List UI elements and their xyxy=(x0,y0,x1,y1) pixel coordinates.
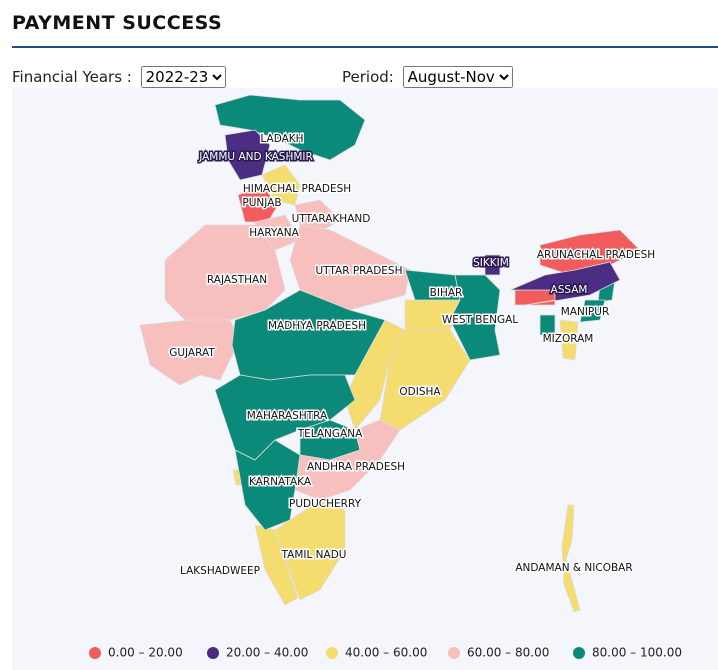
year-select[interactable]: 2022-23 xyxy=(140,66,226,88)
filter-label: Period: xyxy=(342,68,394,86)
legend-swatch xyxy=(207,647,219,659)
legend-swatch xyxy=(448,647,460,659)
region-label: UTTARAKHAND xyxy=(292,213,371,225)
region-shape xyxy=(514,289,556,306)
region-shape xyxy=(484,254,501,276)
region-label: JAMMU AND KASHMIR xyxy=(198,151,313,163)
region-label: ODISHA xyxy=(399,386,441,398)
region-shape xyxy=(539,314,556,336)
region-shape xyxy=(234,439,301,531)
legend-label: 40.00 – 60.00 xyxy=(345,646,427,660)
region-shape xyxy=(561,504,581,613)
legend-swatch xyxy=(573,647,585,659)
region-label: MIZORAM xyxy=(543,333,594,345)
legend-swatch xyxy=(89,647,101,659)
region-label: BIHAR xyxy=(430,287,463,299)
page-title: PAYMENT SUCCESS xyxy=(12,12,223,34)
region-shape xyxy=(294,199,341,233)
region-shape xyxy=(449,274,501,361)
region-shape xyxy=(289,224,411,311)
filter-label: Financial Years : xyxy=(12,68,132,86)
year-filter: Financial Years : 2022-23 xyxy=(12,66,226,88)
legend-label: 20.00 – 40.00 xyxy=(226,646,308,660)
region-shape xyxy=(231,289,386,381)
region-shape xyxy=(509,261,621,306)
region-label: WEST BENGAL xyxy=(442,314,518,326)
region-label: MAHARASHTRA xyxy=(247,410,328,422)
region-label: HIMACHAL PRADESH xyxy=(243,183,351,195)
region-shape xyxy=(139,319,241,386)
region-label: KARNATAKA xyxy=(249,476,312,488)
legend-label: 0.00 – 20.00 xyxy=(108,646,183,660)
region-label: HARYANA xyxy=(249,227,299,239)
title-rule xyxy=(12,46,718,48)
legend-swatch xyxy=(326,647,338,659)
india-map: LADAKH JAMMU AND KASHMIR HIMACHAL PRADESH P… xyxy=(12,88,718,670)
region-label: ASSAM xyxy=(551,284,588,296)
region-label: GUJARAT xyxy=(169,347,215,359)
region-shape xyxy=(237,184,279,223)
region-label: UTTAR PRADESH xyxy=(316,265,403,277)
region-shape xyxy=(579,299,606,323)
region-shape xyxy=(164,224,286,326)
region-label: ARUNACHAL PRADESH xyxy=(537,249,655,261)
region-shape xyxy=(379,329,471,431)
region-shape xyxy=(274,499,346,601)
region-label: ANDHRA PRADESH xyxy=(307,461,405,473)
region-label: RAJASTHAN xyxy=(207,274,267,286)
region-label: TELANGANA xyxy=(297,428,363,440)
region-label: LAKSHADWEEP xyxy=(180,565,260,577)
legend-label: 60.00 – 80.00 xyxy=(467,646,549,660)
region-label: PUNJAB xyxy=(242,197,281,209)
region-label: SIKKIM xyxy=(473,257,509,269)
region-label: LADAKH xyxy=(260,133,303,145)
region-shape xyxy=(559,319,579,361)
region-shape xyxy=(254,524,299,606)
region-shape xyxy=(261,164,301,206)
region-shape xyxy=(214,94,366,161)
region-label: ANDAMAN & NICOBAR xyxy=(515,562,632,574)
region-label: MANIPUR xyxy=(561,306,610,318)
legend-label: 80.00 – 100.00 xyxy=(592,646,682,660)
region-shape xyxy=(539,229,641,276)
region-label: TAMIL NADU xyxy=(281,549,347,561)
period-filter: Period: August-Nov xyxy=(342,66,513,88)
period-select[interactable]: August-Nov xyxy=(402,66,513,88)
region-shape xyxy=(334,497,343,507)
region-label: MADHYA PRADESH xyxy=(268,320,366,332)
region-label: PUDUCHERRY xyxy=(289,498,362,510)
